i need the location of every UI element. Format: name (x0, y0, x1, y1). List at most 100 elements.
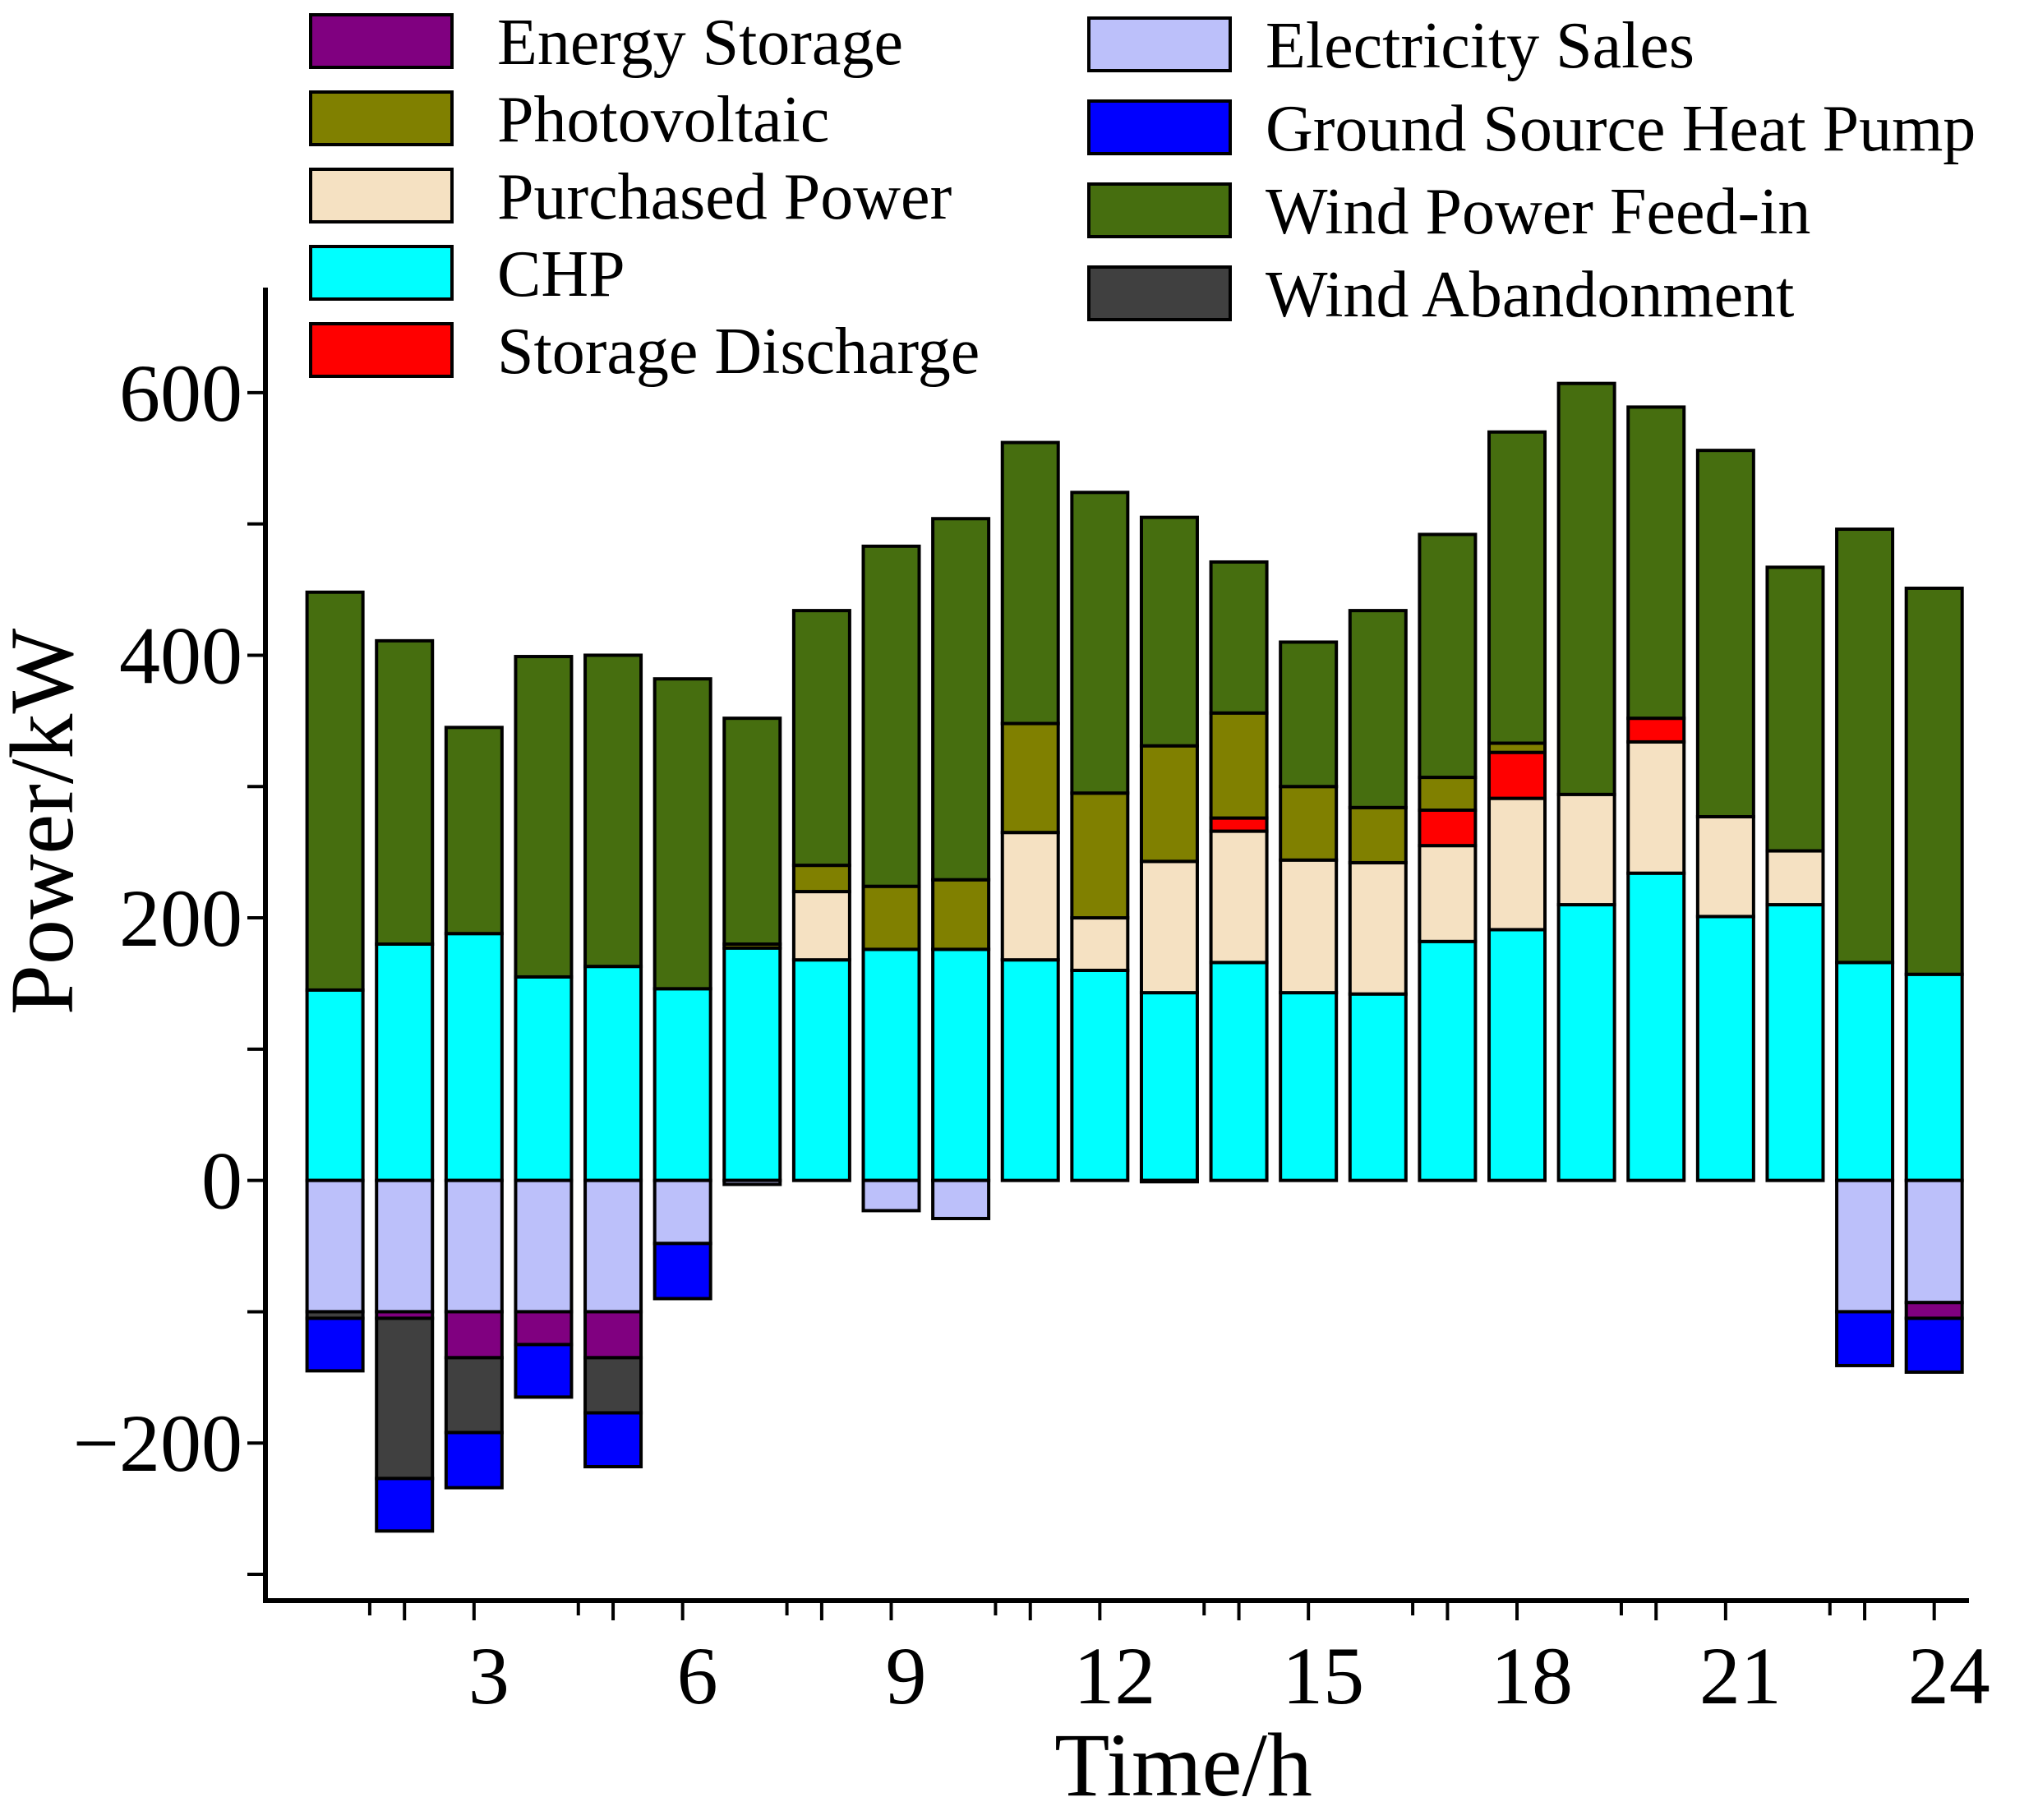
bar-wind-power-feed-in-t17 (1418, 532, 1478, 780)
bar-wind-power-feed-in-t10 (931, 517, 991, 882)
y-tick-label: 600 (119, 348, 242, 439)
bar-wind-power-feed-in-t18 (1487, 430, 1547, 745)
bar-energy-storage-t4 (514, 1310, 574, 1347)
x-axis-title: Time/h (1054, 1715, 1312, 1815)
bar-wind-power-feed-in-t16 (1348, 609, 1408, 809)
bar-wind-power-feed-in-t3 (444, 726, 504, 936)
bar-chp-t8 (791, 958, 851, 1182)
bar-electricity-sales-t4 (514, 1178, 574, 1314)
bar-photovoltaic-t15 (1279, 785, 1339, 862)
bar-chp-t24 (1904, 972, 1964, 1182)
x-tick-label: 9 (886, 1630, 927, 1721)
bar-purchased-power-t12 (1070, 916, 1130, 972)
bar-ground-source-heat-pump-t4 (514, 1343, 574, 1399)
bar-chp-t10 (931, 947, 991, 1182)
bar-electricity-sales-t1 (305, 1178, 365, 1314)
bar-ground-source-heat-pump-t2 (375, 1477, 435, 1533)
x-tick-label: 3 (468, 1630, 510, 1721)
bar-chp-t6 (652, 987, 712, 1182)
bar-storage-discharge-t20 (1626, 716, 1686, 744)
x-tick-label: 12 (1073, 1630, 1155, 1721)
legend-label-purchased-power: Purchased Power (497, 161, 952, 233)
bar-wind-power-feed-in-t11 (1000, 440, 1060, 726)
bar-electricity-sales-t24 (1904, 1178, 1964, 1305)
ticks-layer: −200 0 200 400 600 3 6 9 12 15 18 21 24 (73, 348, 1990, 1721)
bar-wind-power-feed-in-t20 (1626, 405, 1686, 721)
legend-swatch-energy-storage (309, 13, 454, 69)
bar-chp-t20 (1626, 871, 1686, 1182)
bar-purchased-power-t22 (1765, 849, 1825, 907)
x-tick-label: 15 (1282, 1630, 1364, 1721)
legend-label-ground-source-heat-pump: Ground Source Heat Pump (1266, 93, 1976, 165)
bar-purchased-power-t8 (791, 890, 851, 962)
bar-ground-source-heat-pump-t23 (1835, 1310, 1895, 1367)
bar-chp-t19 (1556, 903, 1616, 1182)
bar-electricity-sales-t10 (931, 1178, 991, 1220)
bar-wind-power-feed-in-t13 (1139, 515, 1199, 748)
bar-storage-discharge-t14 (1209, 816, 1269, 833)
bar-ground-source-heat-pump-t1 (305, 1316, 365, 1373)
bar-photovoltaic-t17 (1418, 776, 1478, 813)
bar-electricity-sales-t5 (583, 1178, 643, 1314)
legend-swatch-wind-power-feed-in (1087, 182, 1232, 238)
bar-ground-source-heat-pump-t6 (652, 1242, 712, 1301)
bar-purchased-power-t15 (1279, 858, 1339, 995)
bar-photovoltaic-t13 (1139, 744, 1199, 864)
legend-swatch-electricity-sales (1087, 16, 1232, 72)
bar-photovoltaic-t16 (1348, 805, 1408, 864)
x-tick-label: 6 (677, 1630, 718, 1721)
bar-electricity-sales-t3 (444, 1178, 504, 1314)
bar-chp-t21 (1695, 915, 1755, 1182)
bar-chp-t13 (1139, 991, 1199, 1182)
bar-energy-storage-t5 (583, 1310, 643, 1360)
bar-electricity-sales-t9 (861, 1178, 921, 1213)
bar-wind-power-feed-in-t19 (1556, 381, 1616, 796)
bar-photovoltaic-t11 (1000, 721, 1060, 835)
bar-photovoltaic-t8 (791, 864, 851, 894)
bar-purchased-power-t18 (1487, 796, 1547, 932)
bar-storage-discharge-t18 (1487, 750, 1547, 800)
bar-electricity-sales-t13 (1139, 1178, 1199, 1184)
bar-wind-power-feed-in-t6 (652, 677, 712, 991)
bar-chp-t3 (444, 932, 504, 1182)
bar-wind-power-feed-in-t4 (514, 655, 574, 979)
x-tick-label: 24 (1908, 1630, 1990, 1721)
bar-chp-t23 (1835, 961, 1895, 1182)
bar-chp-t7 (722, 946, 782, 1182)
bar-chp-t18 (1487, 928, 1547, 1182)
bar-wind-power-feed-in-t9 (861, 544, 921, 888)
bar-chp-t1 (305, 988, 365, 1182)
legend-label-energy-storage: Energy Storage (497, 7, 903, 79)
bar-purchased-power-t21 (1695, 814, 1755, 919)
bar-purchased-power-t16 (1348, 860, 1408, 996)
bar-wind-abandonment-t5 (583, 1356, 643, 1415)
y-tick-label: 400 (119, 610, 242, 701)
bar-purchased-power-t20 (1626, 740, 1686, 875)
bar-wind-power-feed-in-t8 (791, 609, 851, 868)
bar-purchased-power-t19 (1556, 792, 1616, 907)
bar-ground-source-heat-pump-t3 (444, 1431, 504, 1490)
y-tick-label: 200 (119, 873, 242, 964)
bar-wind-power-feed-in-t24 (1904, 586, 1964, 976)
bar-energy-storage-t3 (444, 1310, 504, 1360)
y-tick-label: 0 (201, 1136, 242, 1227)
bar-photovoltaic-t12 (1070, 791, 1130, 920)
bar-energy-storage-t24 (1904, 1301, 1964, 1320)
bar-chp-t9 (861, 947, 921, 1182)
bar-purchased-power-t17 (1418, 844, 1478, 943)
bar-wind-power-feed-in-t15 (1279, 640, 1339, 789)
bar-storage-discharge-t17 (1418, 809, 1478, 848)
bar-chp-t4 (514, 975, 574, 1182)
bar-chp-t15 (1279, 991, 1339, 1182)
x-tick-label: 21 (1699, 1630, 1782, 1721)
y-axis-title: Power/kW (0, 629, 92, 1016)
legend-label-wind-abandonment: Wind Abandonment (1266, 259, 1794, 331)
bar-chp-t22 (1765, 903, 1825, 1182)
bar-chp-t17 (1418, 939, 1478, 1182)
x-tick-label: 18 (1491, 1630, 1573, 1721)
bar-chp-t2 (375, 942, 435, 1182)
bar-electricity-sales-t7 (722, 1178, 782, 1186)
bar-electricity-sales-t2 (375, 1178, 435, 1314)
bar-wind-power-feed-in-t21 (1695, 449, 1755, 818)
